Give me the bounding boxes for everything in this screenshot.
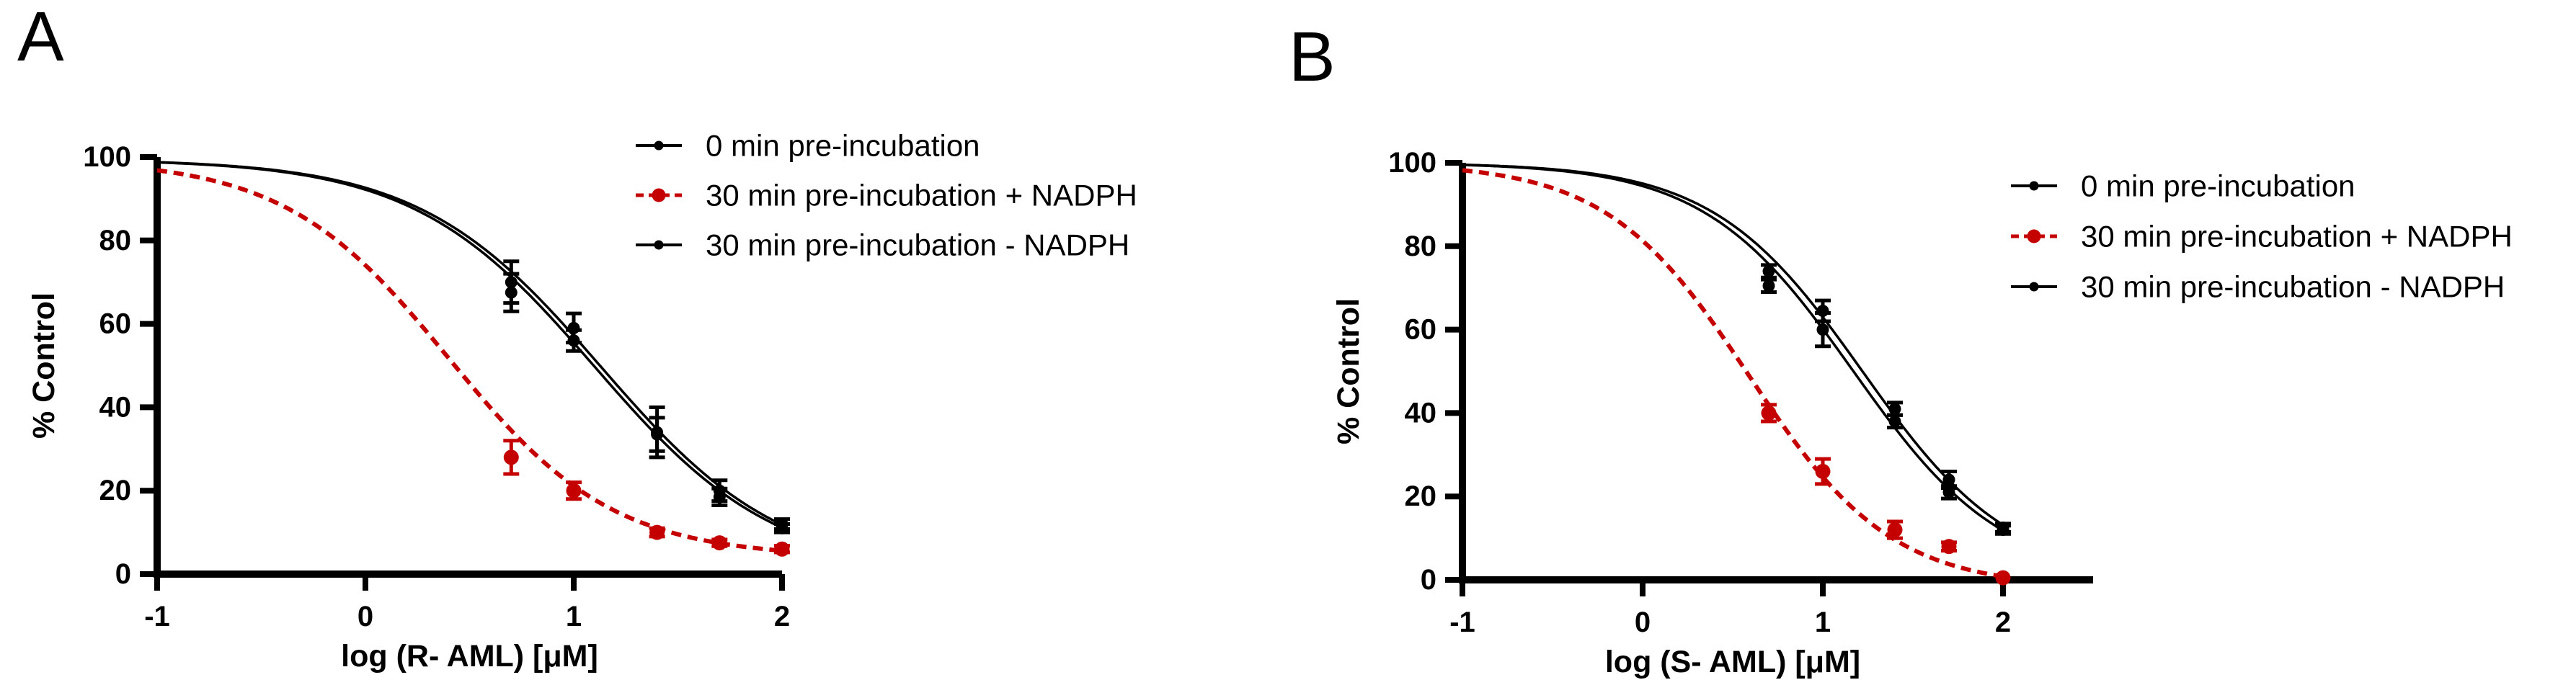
fit-curve xyxy=(1462,168,2004,579)
data-point xyxy=(649,524,665,540)
data-point xyxy=(1942,486,1955,498)
x-tick-label: -1 xyxy=(1449,607,1475,638)
legend-label: 30 min pre-incubation - NADPH xyxy=(706,228,1129,262)
x-tick-label: 2 xyxy=(1995,607,2011,638)
fit-curve xyxy=(156,161,783,527)
data-point xyxy=(1762,279,1775,292)
x-tick-label: 2 xyxy=(774,601,790,632)
data-point xyxy=(774,541,790,557)
data-point xyxy=(711,535,727,551)
legend-marker-dot xyxy=(652,188,666,202)
y-tick-label: 0 xyxy=(115,558,131,590)
legend-label: 0 min pre-incubation xyxy=(2081,169,2355,203)
y-tick-label: 80 xyxy=(1405,231,1437,262)
legend-marker-dot xyxy=(2027,229,2041,243)
legend-label: 30 min pre-incubation - NADPH xyxy=(2081,270,2505,304)
data-point xyxy=(713,491,726,504)
y-tick-label: 100 xyxy=(1388,147,1436,179)
x-axis-title: log (S- AML) [μM] xyxy=(1605,645,1860,679)
y-tick-label: 40 xyxy=(99,391,132,423)
panel-letter-a: A xyxy=(17,0,64,76)
legend-marker-dot xyxy=(654,240,664,250)
y-tick-label: 60 xyxy=(1405,314,1437,346)
y-tick-label: 20 xyxy=(1405,480,1437,512)
y-tick-label: 20 xyxy=(99,475,132,506)
data-point xyxy=(1888,415,1901,428)
y-tick-label: 60 xyxy=(99,308,132,340)
data-point xyxy=(567,334,580,347)
data-point xyxy=(1762,265,1775,278)
data-point xyxy=(1995,570,2011,586)
data-point xyxy=(1942,473,1955,486)
legend-label: 30 min pre-incubation + NADPH xyxy=(2081,220,2513,254)
data-point xyxy=(1815,463,1831,479)
legend-label: 0 min pre-incubation xyxy=(706,129,980,163)
y-tick-label: 0 xyxy=(1421,564,1436,596)
legend-label: 30 min pre-incubation + NADPH xyxy=(706,179,1137,212)
data-point xyxy=(1887,522,1903,538)
data-point xyxy=(505,286,518,299)
fit-curve xyxy=(156,161,783,529)
fit-curve xyxy=(1462,163,2004,527)
x-tick-label: 0 xyxy=(357,601,373,632)
x-tick-label: -1 xyxy=(144,601,170,632)
y-axis-title: % Control xyxy=(1331,298,1366,444)
panel-b-plot: 0 20 40 60 80 100 -1 0 1 2 log (S- AML) [μM] % Cont… xyxy=(1331,147,2513,679)
legend-marker-dot xyxy=(2029,282,2039,292)
y-tick-label: 100 xyxy=(83,141,131,173)
data-point xyxy=(776,522,789,534)
data-point xyxy=(1888,403,1901,416)
x-tick-label: 1 xyxy=(1815,607,1831,638)
y-axis-title: % Control xyxy=(27,292,61,439)
x-tick-label: 0 xyxy=(1635,607,1651,638)
data-point xyxy=(503,449,519,465)
legend-marker-dot xyxy=(654,140,664,151)
data-point xyxy=(1941,539,1957,555)
data-point xyxy=(1761,405,1777,421)
y-tick-label: 40 xyxy=(1405,397,1437,429)
fit-curve xyxy=(156,168,783,553)
x-tick-label: 1 xyxy=(566,601,582,632)
panel-letter-b: B xyxy=(1289,17,1336,96)
data-point xyxy=(1997,524,2009,537)
y-tick-label: 80 xyxy=(99,225,132,256)
legend-marker-dot xyxy=(2029,181,2039,191)
data-point xyxy=(566,483,582,498)
panel-a-plot: 0 20 40 60 80 100 -1 0 1 2 log (R- AML) [μM] % Cont… xyxy=(27,129,1137,674)
data-point xyxy=(1816,323,1829,336)
fit-curve xyxy=(1462,164,2004,532)
x-axis-title: log (R- AML) [μM] xyxy=(341,639,598,674)
data-point xyxy=(651,428,664,441)
